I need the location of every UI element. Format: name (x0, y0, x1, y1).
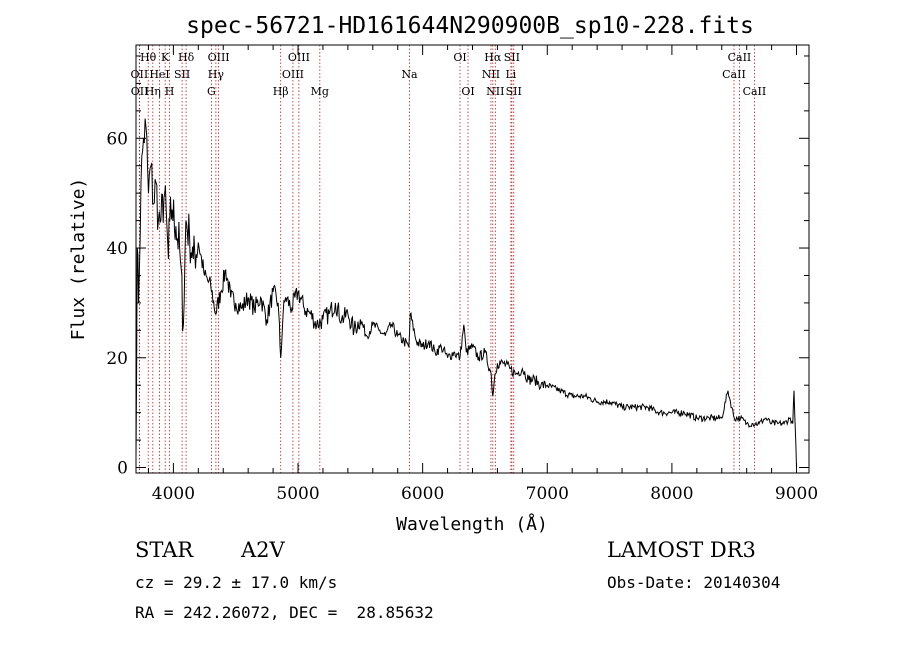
line-label-11: G (207, 85, 216, 98)
line-label-12: Hβ (273, 85, 289, 98)
coordinates-info: RA = 242.26072, DEC = 28.85632 (135, 603, 434, 622)
line-label-17: OI (453, 51, 466, 64)
x-tick-label-0: 4000 (152, 484, 195, 504)
line-label-20: SII (504, 51, 520, 64)
line-label-0: Hθ (140, 51, 157, 64)
line-label-7: Hδ (178, 51, 195, 64)
line-label-22: Li (505, 68, 516, 81)
chart-title: spec-56721-HD161644N290900B_sp10-228.fit… (186, 13, 754, 39)
survey-name: LAMOST DR3 (607, 538, 756, 562)
x-tick-label-2: 6000 (401, 484, 444, 504)
line-label-9: OIII (208, 51, 230, 64)
y-axis-label: Flux (relative) (68, 178, 89, 341)
y-tick-label-2: 40 (106, 239, 128, 259)
y-axis-ticks: 0 20 40 60 (106, 55, 809, 479)
plot-frame (135, 44, 810, 474)
line-label-27: CaII (743, 85, 767, 98)
y-tick-label-0: 0 (117, 459, 128, 479)
line-label-10: Hγ (208, 68, 225, 81)
observation-date: Obs-Date: 20140304 (607, 573, 781, 592)
x-tick-label-5: 9000 (775, 484, 818, 504)
y-tick-label-1: 20 (106, 349, 128, 369)
line-label-19: Hα (484, 51, 502, 64)
line-label-6: H (165, 85, 175, 98)
line-label-26: CaII (722, 68, 746, 81)
x-axis-ticks: 4000 5000 6000 7000 8000 9000 (147, 45, 818, 504)
line-label-16: Na (401, 68, 418, 81)
line-label-25: CaII (728, 51, 752, 64)
line-label-15: Mg (311, 85, 329, 98)
x-tick-label-4: 8000 (650, 484, 693, 504)
line-label-5: Hη (145, 85, 161, 98)
x-tick-label-3: 7000 (526, 484, 569, 504)
line-label-3: K (161, 51, 170, 64)
line-label-23: NII (486, 85, 504, 98)
redshift-info: cz = 29.2 ± 17.0 km/s (135, 573, 338, 592)
line-label-21: NII (482, 68, 500, 81)
line-label-18: OI (461, 85, 474, 98)
spectral-line-labels: Hθ OII OII K HeI Hη H Hδ SII OIII Hγ G Hβ OIII OIII Mg N… (131, 51, 767, 98)
object-class: STAR (135, 538, 194, 562)
line-label-14: OIII (282, 68, 304, 81)
line-label-2: OII (131, 85, 149, 98)
line-label-24: SII (506, 85, 522, 98)
y-tick-label-3: 60 (106, 129, 128, 149)
line-label-13: OIII (288, 51, 310, 64)
flux-series (135, 118, 797, 468)
line-label-4: HeI (149, 68, 169, 81)
x-tick-label-1: 5000 (276, 484, 319, 504)
spectral-line-markers (138, 45, 755, 473)
spectral-subclass: A2V (241, 538, 285, 562)
line-label-1: OII (131, 68, 149, 81)
flux-line (135, 118, 797, 468)
line-label-8: SII (174, 68, 190, 81)
x-axis-label: Wavelength (Å) (396, 513, 548, 535)
